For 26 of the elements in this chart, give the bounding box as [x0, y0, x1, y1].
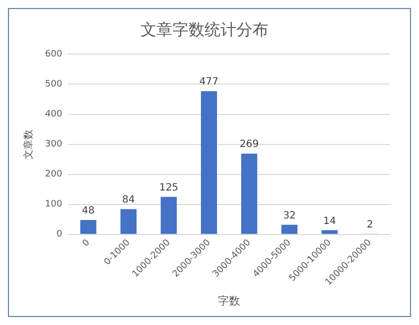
data-label: 477	[199, 76, 219, 88]
data-label: 125	[159, 182, 178, 194]
data-label: 14	[323, 216, 336, 227]
y-tick-label: 400	[44, 110, 62, 120]
y-axis-title: 文章数	[22, 129, 35, 160]
bar	[80, 220, 96, 234]
x-axis-title: 字数	[218, 294, 240, 308]
data-label: 48	[82, 206, 95, 217]
y-tick-label: 200	[44, 170, 62, 180]
data-label: 84	[122, 194, 135, 206]
y-tick-label: 300	[44, 140, 62, 150]
y-tick-label: 500	[44, 80, 62, 90]
bar	[281, 224, 298, 234]
data-label: 269	[240, 139, 259, 150]
data-label: 32	[283, 210, 296, 222]
data-label: 2	[366, 219, 374, 230]
y-tick-label: 600	[44, 50, 62, 60]
y-tick-label: 100	[44, 200, 62, 210]
bar	[322, 230, 338, 234]
chart-title: 文章字数统计分布	[140, 20, 268, 39]
bar	[120, 209, 137, 234]
x-tick-label: 0	[80, 238, 92, 250]
y-tick-label: 0	[56, 230, 62, 240]
bar	[160, 196, 177, 234]
bar	[200, 91, 218, 234]
bar	[241, 154, 258, 234]
